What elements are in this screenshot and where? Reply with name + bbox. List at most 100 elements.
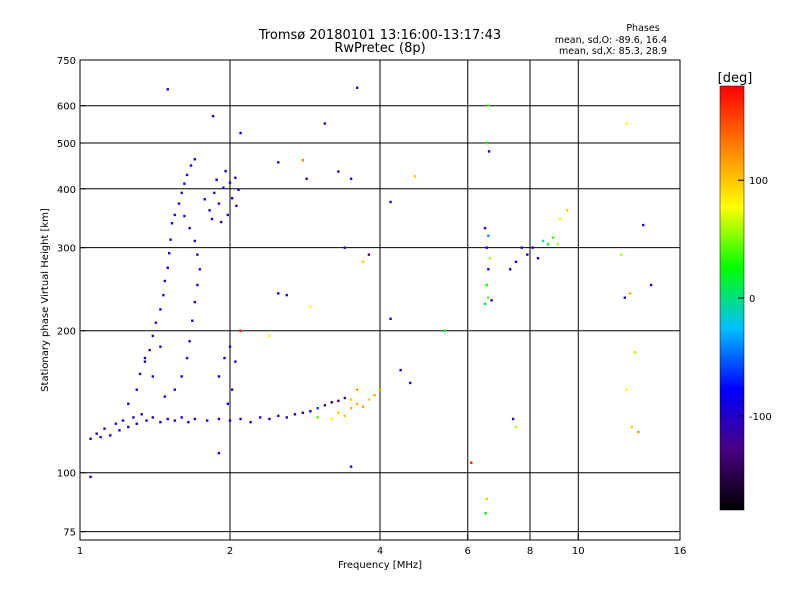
data-point: [559, 217, 562, 221]
colorbar-tick-label: 100: [749, 176, 768, 187]
data-point: [180, 191, 183, 195]
data-point: [361, 260, 365, 264]
data-point: [389, 317, 392, 320]
data-point: [173, 388, 177, 391]
data-point: [343, 396, 347, 400]
data-point: [166, 88, 169, 91]
data-point: [487, 104, 490, 107]
data-point: [642, 223, 645, 227]
data-point: [349, 465, 353, 468]
data-point: [487, 234, 490, 237]
data-point: [217, 451, 221, 455]
data-point: [349, 407, 353, 410]
data-point: [103, 427, 106, 430]
data-point: [323, 404, 327, 407]
data-point: [520, 246, 523, 249]
y-tick-label: 100: [57, 469, 76, 480]
x-tick-label: 1: [77, 546, 83, 557]
data-point: [217, 417, 221, 421]
data-point: [162, 293, 165, 297]
data-point: [151, 375, 155, 378]
data-point: [323, 122, 327, 125]
data-point: [228, 181, 232, 184]
x-tick-label: 8: [527, 546, 533, 557]
data-point: [361, 405, 365, 408]
data-point: [623, 296, 627, 299]
data-point: [163, 395, 167, 398]
data-point: [487, 296, 490, 299]
data-point: [277, 292, 280, 295]
data-point: [485, 497, 488, 501]
data-point: [508, 268, 512, 271]
data-point: [301, 411, 305, 414]
data-point: [485, 141, 488, 145]
data-point: [483, 302, 487, 306]
data-point: [89, 475, 92, 479]
data-point: [526, 253, 529, 256]
colorbar-tick-label: 0: [749, 294, 755, 305]
data-point: [268, 334, 271, 338]
data-point: [189, 164, 193, 167]
data-point: [151, 334, 155, 338]
data-point: [183, 214, 186, 218]
data-point: [135, 388, 138, 391]
data-point: [234, 360, 237, 363]
data-point: [293, 413, 297, 416]
data-point: [309, 305, 312, 308]
data-point: [159, 308, 162, 311]
data-point: [121, 419, 125, 422]
data-point: [239, 329, 242, 332]
data-point: [193, 158, 197, 161]
data-point: [373, 393, 376, 397]
data-point: [399, 368, 402, 372]
data-point: [239, 131, 242, 135]
x-tick-label: 2: [227, 546, 233, 557]
data-point: [183, 182, 186, 185]
data-point: [143, 360, 147, 363]
data-point: [485, 246, 488, 249]
data-point: [536, 256, 540, 260]
legend-line-x: mean, sd,X: 85.3, 28.9: [559, 46, 667, 57]
data-point: [166, 266, 169, 269]
data-point: [409, 381, 412, 385]
data-point: [127, 402, 130, 405]
x-tick-label: 6: [465, 546, 471, 557]
data-point: [185, 356, 189, 360]
data-point: [305, 177, 308, 180]
data-point: [193, 239, 197, 243]
data-point: [630, 425, 633, 429]
y-axis-label: Stationary phase Virtual Height [km]: [40, 208, 51, 392]
data-point: [259, 416, 262, 419]
data-point: [230, 196, 234, 200]
data-point: [514, 260, 518, 264]
data-point: [541, 239, 545, 243]
data-point: [215, 178, 218, 181]
data-point: [114, 422, 118, 425]
data-point: [490, 299, 493, 302]
data-point: [95, 432, 98, 435]
data-point: [170, 222, 174, 225]
data-point: [237, 188, 240, 191]
data-point: [249, 420, 252, 424]
y-tick-label: 300: [57, 244, 76, 255]
data-point: [219, 220, 223, 224]
data-point: [118, 429, 121, 432]
data-point: [99, 435, 102, 439]
data-point: [625, 388, 628, 391]
y-tick-label: 600: [57, 102, 76, 113]
data-point: [145, 419, 148, 422]
data-point: [193, 417, 197, 421]
y-tick-label: 400: [57, 185, 76, 196]
data-point: [228, 419, 232, 422]
data-point: [173, 213, 177, 217]
data-point: [485, 283, 488, 287]
data-point: [556, 243, 560, 246]
data-point: [177, 202, 181, 205]
data-point: [285, 416, 288, 419]
data-point: [191, 319, 194, 322]
data-point: [226, 213, 230, 217]
data-point: [628, 292, 632, 295]
data-point: [389, 200, 392, 204]
